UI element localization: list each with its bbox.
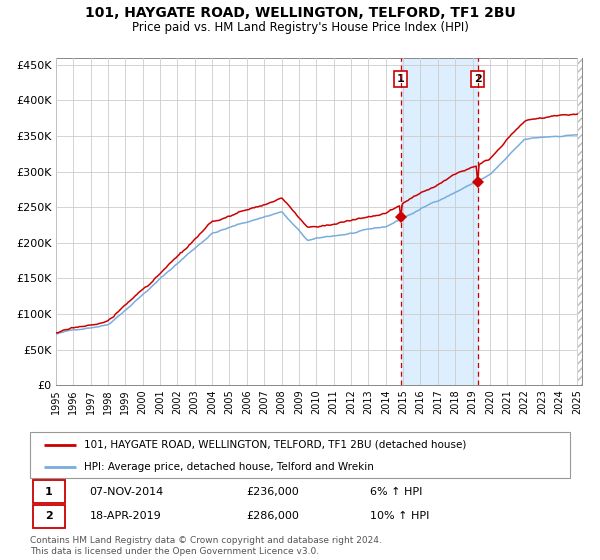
Text: Contains HM Land Registry data © Crown copyright and database right 2024.
This d: Contains HM Land Registry data © Crown c…: [30, 536, 382, 556]
Text: 10% ↑ HPI: 10% ↑ HPI: [370, 511, 430, 521]
Text: 101, HAYGATE ROAD, WELLINGTON, TELFORD, TF1 2BU (detached house): 101, HAYGATE ROAD, WELLINGTON, TELFORD, …: [84, 440, 466, 450]
Text: 07-NOV-2014: 07-NOV-2014: [89, 487, 164, 497]
Text: Price paid vs. HM Land Registry's House Price Index (HPI): Price paid vs. HM Land Registry's House …: [131, 21, 469, 34]
Text: 18-APR-2019: 18-APR-2019: [89, 511, 161, 521]
Text: 2: 2: [474, 74, 482, 84]
Text: 101, HAYGATE ROAD, WELLINGTON, TELFORD, TF1 2BU: 101, HAYGATE ROAD, WELLINGTON, TELFORD, …: [85, 6, 515, 20]
Bar: [401, 58, 478, 385]
Text: 6% ↑ HPI: 6% ↑ HPI: [370, 487, 422, 497]
Text: 2: 2: [45, 511, 53, 521]
Text: 1: 1: [397, 74, 404, 84]
Text: HPI: Average price, detached house, Telford and Wrekin: HPI: Average price, detached house, Telf…: [84, 461, 374, 472]
Text: £236,000: £236,000: [246, 487, 299, 497]
Text: 1: 1: [45, 487, 53, 497]
Bar: [578, 58, 584, 385]
Text: £286,000: £286,000: [246, 511, 299, 521]
